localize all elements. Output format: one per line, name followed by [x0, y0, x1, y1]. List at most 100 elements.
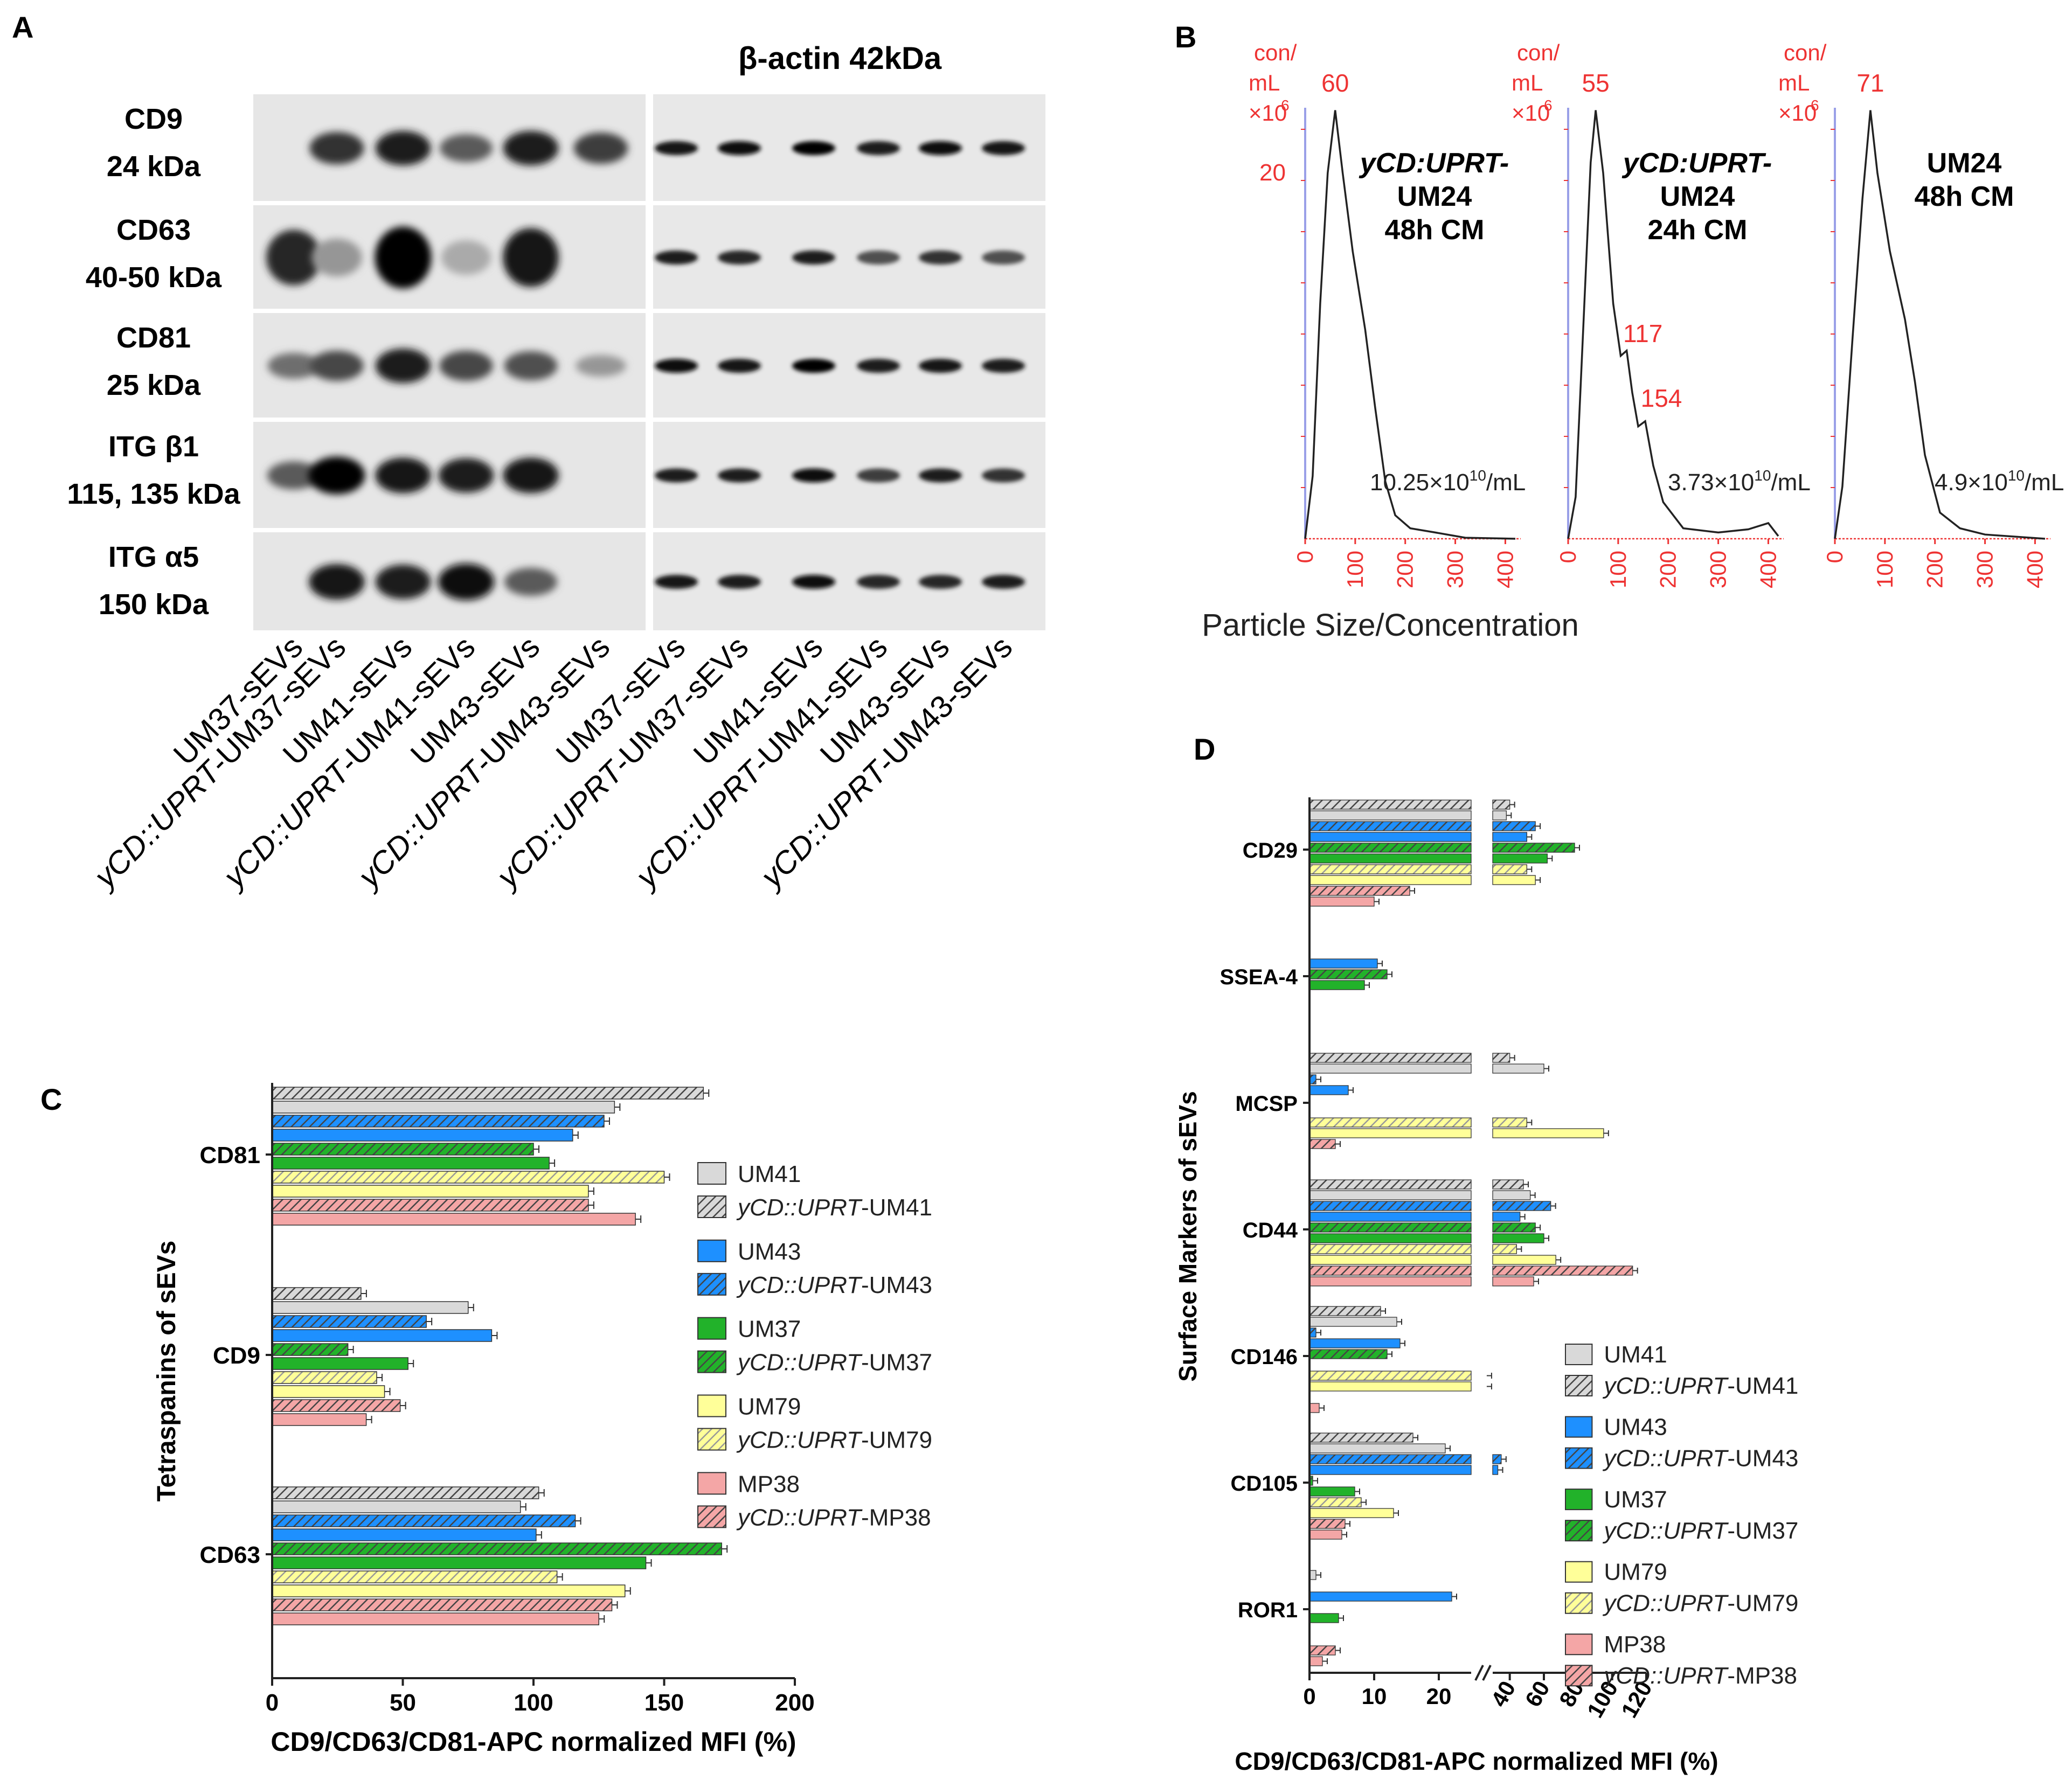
blot-band: [504, 351, 558, 380]
legend-name: -UM37: [861, 1350, 932, 1376]
nta-size-curve: [1304, 110, 1516, 540]
legend-label: yCD::UPRT-UM79: [1602, 1590, 1798, 1617]
blot-band: [310, 351, 364, 381]
legend-swatch: [1565, 1447, 1593, 1469]
marker-size: 24 kDa: [107, 150, 201, 183]
bar-SSEA-4-UM37: [1309, 980, 1365, 990]
bar-CD9-UM79: [272, 1385, 385, 1398]
blot-band: [267, 353, 320, 379]
bar-CD105-UM79: [1309, 1508, 1394, 1518]
legend-swatch: [1565, 1633, 1593, 1656]
bar-CD146-UM41: [1309, 1317, 1397, 1327]
legend-swatch: [1565, 1344, 1593, 1365]
blot-strips: [253, 94, 1045, 630]
bar-MCSP--UM79: [1309, 1117, 1472, 1128]
bar-CD81-MP38: [272, 1213, 636, 1226]
bar-CD44--MP38: [1309, 1265, 1472, 1276]
nta-conc-value: 4.9×10: [1935, 469, 2008, 496]
bar-CD44-UM79: [1309, 1255, 1472, 1265]
bar-CD44-UM37: [1309, 1233, 1472, 1243]
bar-CD44--UM79: [1309, 1244, 1472, 1254]
legend-swatch: [697, 1350, 726, 1373]
bar-CD44--UM37: [1309, 1222, 1472, 1233]
panel-b-nta: B 0 100 200 300 400con/mL×1062060yCD:UPRT-UM…: [1175, 20, 2064, 643]
nta-concentration: 3.73×1010/mL: [1668, 467, 1811, 496]
bar-CD29-UM43: [1309, 832, 1472, 842]
blot-band: [504, 568, 558, 596]
blot-band: [919, 359, 962, 373]
y-axis-title: Surface Markers of sEVs: [1174, 1091, 1202, 1382]
bar-CD29--UM43: [1309, 821, 1472, 831]
legend-swatch: [1565, 1665, 1593, 1687]
lane-label-prefix: yCD::UPRT: [628, 753, 771, 896]
bar-CD29-UM37-cont: [1492, 853, 1548, 864]
bar-ROR1--MP38: [1309, 1645, 1336, 1656]
bar-CD105--UM43-cont: [1492, 1454, 1502, 1464]
blot-band: [718, 359, 761, 373]
bar-CD105-UM41: [1309, 1443, 1446, 1454]
bar-CD29-UM37: [1309, 853, 1472, 864]
category-label: CD81: [200, 1142, 261, 1169]
blot-band: [655, 251, 698, 265]
marker-size: 150 kDa: [99, 588, 209, 621]
bar-CD44--UM43: [1309, 1201, 1472, 1211]
nta-concentration: 10.25×1010/mL: [1370, 467, 1526, 496]
legend-name: UM37: [1604, 1486, 1667, 1513]
chart-d: CD29 SSEA-4 MCSP CD44 CD146 CD105 ROR1 0 10 20 40 6…: [1174, 797, 1798, 1775]
bar-CD29-UM79: [1309, 875, 1472, 885]
legend-swatch: [1565, 1489, 1593, 1511]
bar-CD63--UM37: [272, 1542, 722, 1555]
blot-band: [792, 468, 835, 483]
nta-unit-exp: 6: [1281, 97, 1290, 114]
bar-MCSP--UM41-cont: [1492, 1053, 1510, 1063]
blot-band: [375, 457, 431, 493]
x-tick-label: 50: [390, 1689, 416, 1716]
blot-band: [919, 251, 962, 265]
legend-swatch: [1565, 1561, 1593, 1583]
lane-label-prefix: yCD::UPRT: [489, 753, 632, 896]
legend-label: yCD::UPRT-MP38: [736, 1504, 931, 1531]
legend-name: -UM41: [861, 1194, 932, 1221]
lane-label: yCD::UPRT-UM37-sEVs: [86, 629, 353, 896]
bar-CD29--UM79: [1309, 864, 1472, 874]
bar-CD29-UM41-cont: [1492, 810, 1507, 821]
bar-CD105-UM37: [1309, 1486, 1355, 1497]
bar-CD44--MP38-cont: [1492, 1265, 1633, 1276]
legend-label: UM41: [1604, 1341, 1667, 1368]
x-tick-label: 0: [1303, 1684, 1315, 1709]
bar-MCSP--UM41: [1309, 1053, 1472, 1063]
legend-name: UM37: [738, 1316, 801, 1343]
bar-CD29-UM41: [1309, 810, 1472, 821]
nta-extra-peak: 117: [1623, 319, 1662, 347]
blot-band: [438, 458, 494, 493]
lane-label-prefix: yCD::UPRT: [86, 753, 229, 896]
panel-d-letter: D: [1194, 732, 1215, 766]
bar-ROR1-MP38: [1309, 1656, 1323, 1666]
bar-CD9-UM37: [272, 1357, 408, 1370]
legend-swatch: [1565, 1520, 1593, 1542]
bar-CD44--UM41-cont: [1492, 1179, 1524, 1190]
bar-MCSP-UM79-cont: [1492, 1128, 1604, 1138]
legend-name: -UM79: [1727, 1590, 1798, 1617]
blot-band: [308, 456, 365, 495]
nta-x-tick-label: 300: [1443, 551, 1468, 588]
legend-swatch: [697, 1162, 726, 1185]
nta-title: 48h CM: [1915, 181, 2014, 212]
blot-band: [576, 355, 626, 377]
bar-CD81--UM37: [272, 1143, 534, 1156]
nta-x-tick-label: 400: [1755, 551, 1780, 588]
nta-concentration: 4.9×1010/mL: [1935, 467, 2064, 496]
legend-name: MP38: [738, 1471, 800, 1497]
nta-unit-line: mL: [1249, 70, 1280, 95]
nta-y-tick-label: 20: [1259, 159, 1286, 186]
blot-band: [309, 564, 365, 600]
legend-name: UM79: [1604, 1559, 1667, 1586]
legend-swatch: [697, 1505, 726, 1528]
nta-x-tick-label: 300: [1706, 551, 1731, 588]
bar-CD81-UM37: [272, 1157, 550, 1170]
blot-band: [375, 131, 431, 165]
bar-CD29--UM41-cont: [1492, 799, 1510, 810]
nta-unit-line: ×10: [1778, 100, 1817, 126]
bar-CD105--UM79: [1309, 1497, 1362, 1507]
axis-break-mark: [1474, 1665, 1484, 1681]
